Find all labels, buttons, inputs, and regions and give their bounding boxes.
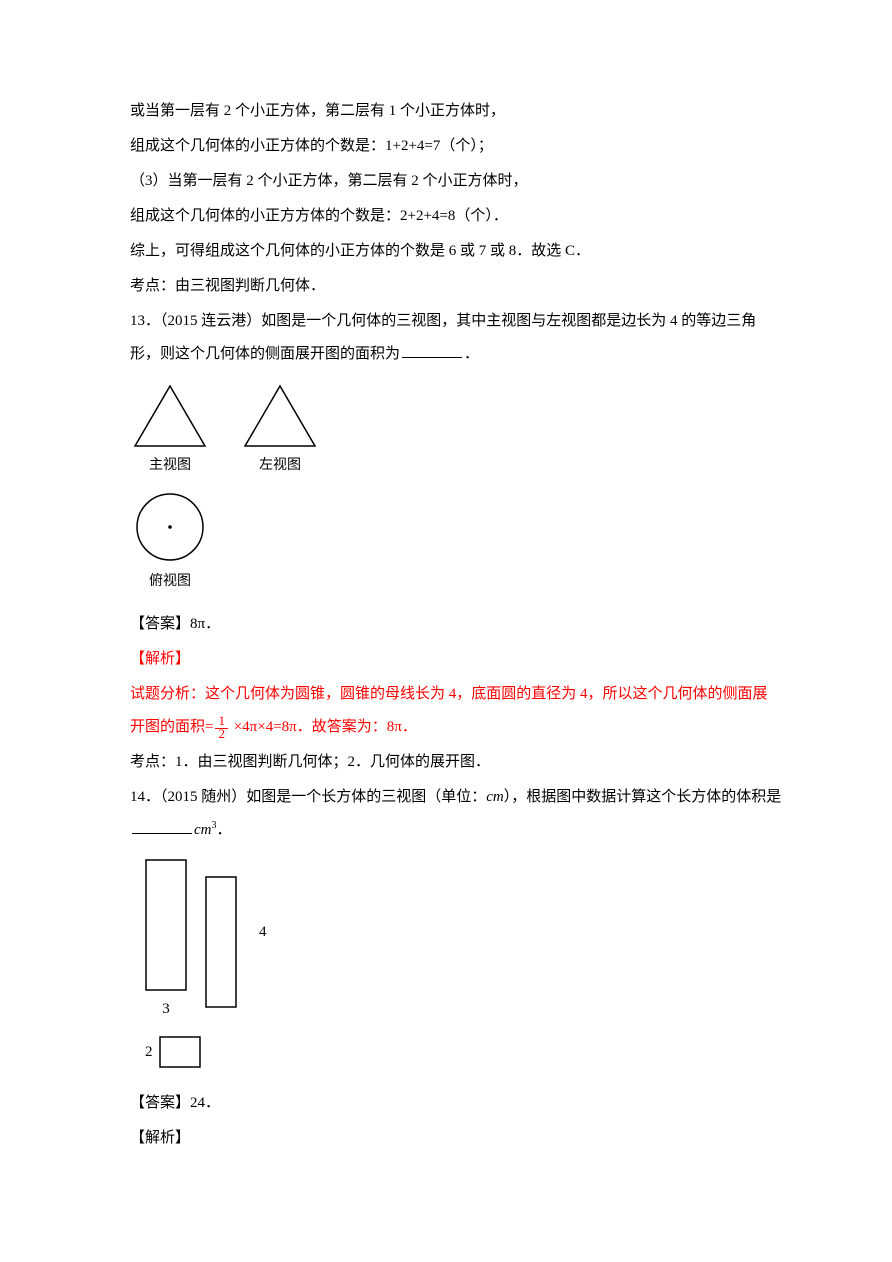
- blank-fill: [132, 819, 192, 834]
- analysis-13: 试题分析：这个几何体为圆锥，圆锥的母线长为 4，底面圆的直径为 4，所以这个几何…: [130, 678, 782, 744]
- paragraph-4: 组成这个几何体的小正方方体的个数是：2+2+4=8（个）．: [130, 200, 782, 233]
- cuboid-row-1: 3 4: [145, 859, 782, 1026]
- cuboid-label-2: 2: [145, 1036, 153, 1069]
- view-row-top: 主视图 左视图: [130, 381, 782, 482]
- question-14-mid: ），根据图中数据计算这个长方体的体积是: [504, 789, 782, 805]
- cuboid-row-2: 2: [145, 1036, 782, 1069]
- fraction-denominator: 2: [215, 726, 228, 741]
- kaodian-13: 考点：1．由三视图判断几何体；2．几何体的展开图．: [130, 746, 782, 779]
- question-13-suffix: ．: [464, 346, 479, 362]
- front-view: 主视图: [130, 381, 210, 482]
- circle-icon: [130, 490, 210, 565]
- answer-14: 【答案】24．: [130, 1087, 782, 1120]
- question-13: 13．（2015 连云港）如图是一个几何体的三视图，其中主视图与左视图都是边长为…: [130, 305, 782, 371]
- cuboid-views-figure: 3 4 2: [145, 859, 782, 1069]
- cuboid-front-view: 3: [145, 859, 187, 1026]
- rect-icon: [145, 859, 187, 991]
- paragraph-6: 考点：由三视图判断几何体．: [130, 270, 782, 303]
- analysis-label-14: 【解析】: [130, 1122, 782, 1155]
- blank-fill: [402, 343, 462, 358]
- question-14: 14．（2015 随州）如图是一个长方体的三视图（单位：cm），根据图中数据计算…: [130, 781, 782, 847]
- cuboid-label-3: 3: [145, 993, 187, 1026]
- front-view-label: 主视图: [130, 451, 210, 482]
- paragraph-3: （3）当第一层有 2 个小正方体，第二层有 2 个小正方体时，: [130, 165, 782, 198]
- unit-cm-1: cm: [486, 789, 504, 805]
- question-14-suffix: ．: [217, 822, 232, 838]
- paragraph-1: 或当第一层有 2 个小正方体，第二层有 1 个小正方体时，: [130, 95, 782, 128]
- paragraph-5: 综上，可得组成这个几何体的小正方体的个数是 6 或 7 或 8．故选 C．: [130, 235, 782, 268]
- top-view: 俯视图: [130, 490, 210, 598]
- question-14-prefix: 14．（2015 随州）如图是一个长方体的三视图（单位：: [130, 789, 486, 805]
- top-view-label: 俯视图: [130, 567, 210, 598]
- answer-13: 【答案】8π．: [130, 608, 782, 641]
- triangle-icon: [240, 381, 320, 451]
- view-row-bottom: 俯视图: [130, 490, 782, 598]
- rect-icon: [159, 1036, 201, 1068]
- paragraph-2: 组成这个几何体的小正方体的个数是：1+2+4=7（个）；: [130, 130, 782, 163]
- analysis-13-suffix: ×4π×4=8π．故答案为：8π．: [230, 719, 417, 735]
- left-view-label: 左视图: [240, 451, 320, 482]
- three-views-figure: 主视图 左视图 俯视图: [130, 381, 782, 598]
- cuboid-label-4: 4: [259, 916, 267, 949]
- rect-icon: [205, 876, 237, 1008]
- analysis-label-13: 【解析】: [130, 643, 782, 676]
- fraction: 12: [215, 714, 228, 740]
- left-view: 左视图: [240, 381, 320, 482]
- unit-cm-2: cm: [194, 822, 212, 838]
- cuboid-side-view: [205, 876, 237, 1008]
- triangle-icon: [130, 381, 210, 451]
